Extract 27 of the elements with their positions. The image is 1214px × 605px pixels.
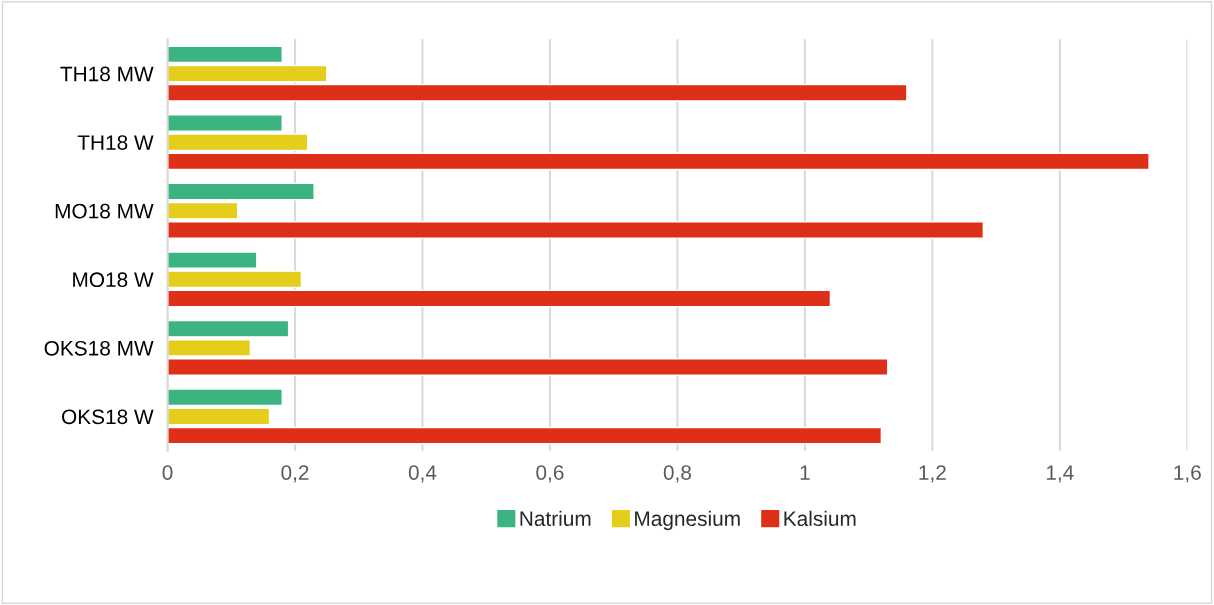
bar — [167, 152, 1150, 171]
bar — [167, 83, 908, 102]
legend-label: Natrium — [520, 510, 591, 527]
y-tick-label: MO18 W — [73, 272, 154, 288]
x-tick-label: 1 — [800, 465, 810, 480]
y-tick-label: TH18 W — [77, 135, 154, 150]
x-tick-label: 0,4 — [408, 465, 437, 483]
bar — [167, 182, 315, 201]
legend-label: Kalsium — [784, 510, 856, 527]
y-tick-label: TH18 MW — [60, 66, 154, 82]
x-tick-label: 1,6 — [1174, 465, 1201, 483]
x-tick-label: 0,6 — [536, 465, 564, 483]
bar — [167, 45, 283, 64]
x-tick-label: 1,4 — [1046, 465, 1074, 483]
y-tick-label: OKS18 MW — [44, 340, 154, 356]
y-tick-label: OKS18 W — [62, 409, 154, 425]
x-tick-label: 0 — [162, 465, 173, 480]
bar — [167, 426, 883, 445]
x-tick-label: 1,2 — [919, 465, 946, 483]
bar — [167, 388, 283, 407]
x-tick-label: 0,2 — [281, 465, 309, 483]
x-tick-label: 0,8 — [663, 465, 691, 483]
legend-label: Magnesium — [635, 510, 740, 531]
y-tick-label: MO18 MW — [55, 203, 154, 219]
bar — [167, 289, 832, 308]
bar — [167, 407, 271, 426]
bar — [167, 64, 328, 83]
